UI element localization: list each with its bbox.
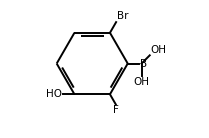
Text: OH: OH bbox=[150, 45, 166, 55]
Text: Br: Br bbox=[117, 11, 128, 21]
Text: F: F bbox=[113, 105, 119, 115]
Text: B: B bbox=[140, 59, 147, 69]
Text: HO: HO bbox=[46, 89, 62, 99]
Text: OH: OH bbox=[134, 76, 149, 87]
